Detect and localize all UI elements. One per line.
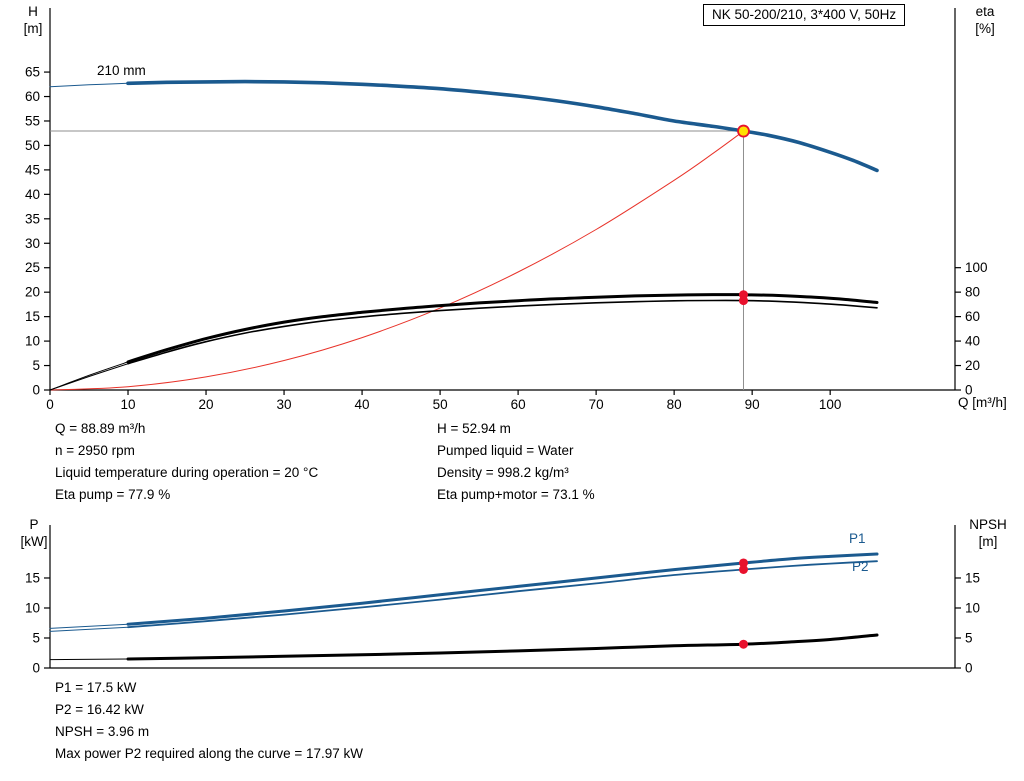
power-data: P1 = 17.5 kW P2 = 16.42 kW NPSH = 3.96 m… (55, 677, 363, 765)
eta-axis-label-unit: [%] (975, 21, 995, 36)
y-tick-label-left: 0 (32, 383, 40, 398)
info-line: P1 = 17.5 kW (55, 680, 137, 695)
curve-eta-pump-motor (127, 299, 878, 365)
x-tick-label: 60 (511, 397, 526, 412)
title-box: NK 50-200/210, 3*400 V, 50Hz (703, 4, 906, 26)
y-tick-label-left: 20 (25, 285, 40, 300)
y-tick-label-right: 5 (965, 630, 973, 645)
q-axis-label: Q [m³/h] (958, 395, 1007, 410)
p2-curve-label: P2 (852, 559, 869, 574)
eta-axis-label: eta [%] (962, 3, 1008, 37)
x-tick-label: 100 (819, 397, 842, 412)
p-axis-label-symbol: P (29, 517, 39, 532)
y-tick-label-right: 0 (965, 661, 973, 676)
info-line: Eta pump+motor = 73.1 % (437, 487, 595, 502)
x-tick-label: 40 (355, 397, 370, 412)
info-line: Liquid temperature during operation = 20… (55, 465, 319, 480)
y-tick-label-right: 0 (965, 383, 973, 398)
npsh-axis-label-symbol: NPSH (969, 517, 1007, 532)
x-tick-label: 80 (667, 397, 682, 412)
p1-curve-label: P1 (849, 531, 866, 546)
y-tick-label-left: 60 (25, 89, 40, 104)
y-tick-label-right: 40 (965, 334, 980, 349)
y-tick-label-right: 20 (965, 358, 980, 373)
y-tick-label-left: 5 (32, 358, 40, 373)
y-tick-label-left: 40 (25, 187, 40, 202)
y-tick-label-left: 0 (32, 661, 40, 676)
curve-eta-pump (126, 293, 879, 364)
info-line: H = 52.94 m (437, 421, 511, 436)
info-line: Eta pump = 77.9 % (55, 487, 171, 502)
y-tick-label-right: 80 (965, 285, 980, 300)
curve-P1 (126, 552, 879, 626)
duty-point-marker (737, 124, 750, 138)
y-tick-label-left: 10 (25, 334, 40, 349)
y-tick-label-right: 100 (965, 260, 988, 275)
info-line: NPSH = 3.96 m (55, 724, 150, 739)
info-line: Pumped liquid = Water (437, 443, 574, 458)
info-line: Density = 998.2 kg/m³ (437, 465, 569, 480)
x-tick-label: 30 (277, 397, 292, 412)
operating-data-right: H = 52.94 m Pumped liquid = Water Densit… (437, 418, 595, 506)
curve-head-210mm-thin (49, 82, 129, 88)
y-tick-label-right: 60 (965, 309, 980, 324)
info-line: P2 = 16.42 kW (55, 702, 144, 717)
y-tick-label-left: 55 (25, 113, 40, 128)
npsh-duty-dot (738, 639, 748, 649)
curve-P1-thin (49, 623, 129, 629)
power-npsh-chart: 0 5 10 15 0 5 10 15 (25, 525, 980, 676)
curve-NPSH-thin (49, 658, 129, 661)
y-tick-label-left: 10 (25, 600, 40, 615)
curve-eta-pump-motor-thin (49, 363, 129, 391)
y-tick-label-right: 10 (965, 600, 980, 615)
y-tick-label-left: 15 (25, 309, 40, 324)
y-tick-label-left: 15 (25, 570, 40, 585)
eta-axis-label-symbol: eta (975, 4, 995, 19)
x-tick-label: 90 (745, 397, 760, 412)
curve-head-210mm (126, 79, 879, 173)
curve-NPSH (126, 633, 879, 661)
y-tick-label-left: 45 (25, 162, 40, 177)
h-axis-label-symbol: H (28, 4, 38, 19)
y-tick-label-left: 5 (32, 630, 40, 645)
x-tick-label: 70 (589, 397, 604, 412)
operating-data-left: Q = 88.89 m³/h n = 2950 rpm Liquid tempe… (55, 418, 318, 506)
curve-P2 (127, 560, 878, 629)
npsh-axis-label: NPSH [m] (958, 516, 1018, 550)
y-tick-label-left: 50 (25, 138, 40, 153)
x-tick-label: 0 (46, 397, 54, 412)
h-axis-label: H [m] (12, 3, 54, 37)
y-tick-label-left: 25 (25, 260, 40, 275)
x-tick-label: 50 (433, 397, 448, 412)
eta-pump-motor-duty-dot (738, 296, 748, 306)
info-line: Q = 88.89 m³/h (55, 421, 146, 436)
p-axis-label: P [kW] (12, 516, 56, 550)
curve-system-curve (49, 130, 744, 391)
h-axis-label-unit: [m] (23, 21, 43, 36)
p-axis-label-unit: [kW] (20, 534, 48, 549)
info-line: n = 2950 rpm (55, 443, 135, 458)
y-tick-label-left: 30 (25, 236, 40, 251)
impeller-size-label: 210 mm (97, 63, 146, 78)
p1-duty-dot (738, 558, 748, 568)
info-line: Max power P2 required along the curve = … (55, 746, 364, 761)
hq-eta-chart: 0 10 20 30 40 50 60 70 80 90 100 0 5 10 15 20 25 30 35 40 45… (25, 8, 988, 412)
y-tick-label-left: 35 (25, 211, 40, 226)
x-tick-label: 20 (199, 397, 214, 412)
y-tick-label-right: 15 (965, 570, 980, 585)
curve-P2-thin (49, 626, 129, 632)
npsh-axis-label-unit: [m] (978, 534, 998, 549)
y-tick-label-left: 65 (25, 65, 40, 80)
x-tick-label: 10 (121, 397, 136, 412)
p2-duty-dot (738, 564, 748, 574)
